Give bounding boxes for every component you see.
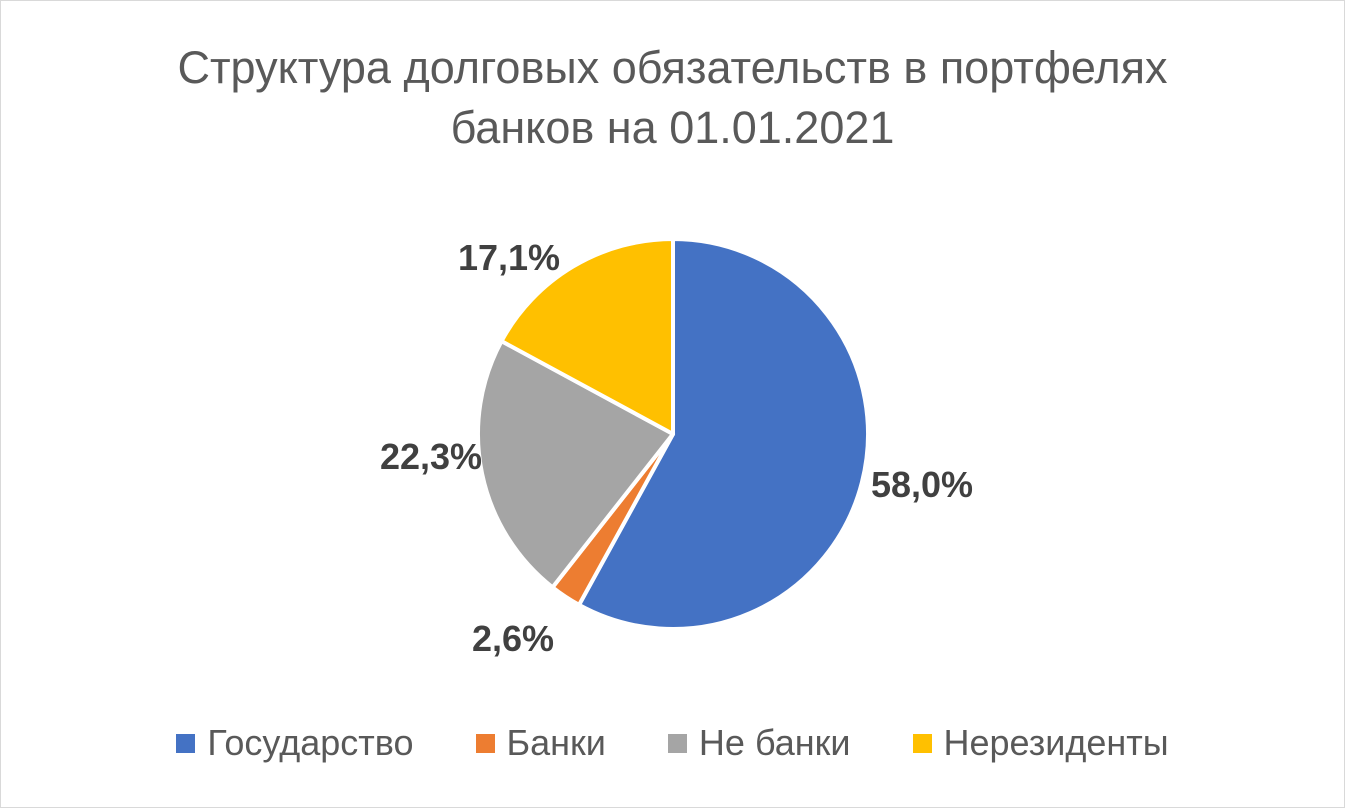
legend-item-banki: Банки: [475, 722, 606, 764]
pie-slice-ne-banki: [476, 339, 675, 590]
data-label-gosudarstvo: 58,0%: [871, 464, 973, 505]
legend-swatch-banki: [475, 733, 495, 753]
chart-title-line-1: Структура долговых обязательств в портфе…: [177, 42, 1168, 93]
pie-slice-gosudarstvo: [577, 237, 870, 631]
pie-slice-nerezidenty: [499, 237, 675, 436]
legend: Государство Банки Не банки Нерезиденты: [0, 722, 1345, 764]
legend-swatch-gosudarstvo: [176, 733, 196, 753]
chart-title: Структура долговых обязательств в портфе…: [0, 38, 1345, 158]
legend-item-ne-banki: Не банки: [667, 722, 851, 764]
chart-title-line-2: банков на 01.01.2021: [450, 102, 895, 153]
legend-label-nerezidenty: Нерезиденты: [943, 722, 1169, 763]
data-label-nerezidenty: 17,1%: [458, 237, 560, 278]
legend-item-nerezidenty: Нерезиденты: [912, 722, 1169, 764]
legend-item-gosudarstvo: Государство: [176, 722, 414, 764]
legend-label-gosudarstvo: Государство: [207, 722, 414, 763]
legend-label-banki: Банки: [506, 722, 606, 763]
data-label-ne-banki: 22,3%: [380, 436, 482, 477]
legend-swatch-ne-banki: [667, 733, 687, 753]
legend-swatch-nerezidenty: [912, 733, 932, 753]
legend-label-ne-banki: Не банки: [698, 722, 851, 763]
data-label-banki: 2,6%: [472, 618, 554, 659]
